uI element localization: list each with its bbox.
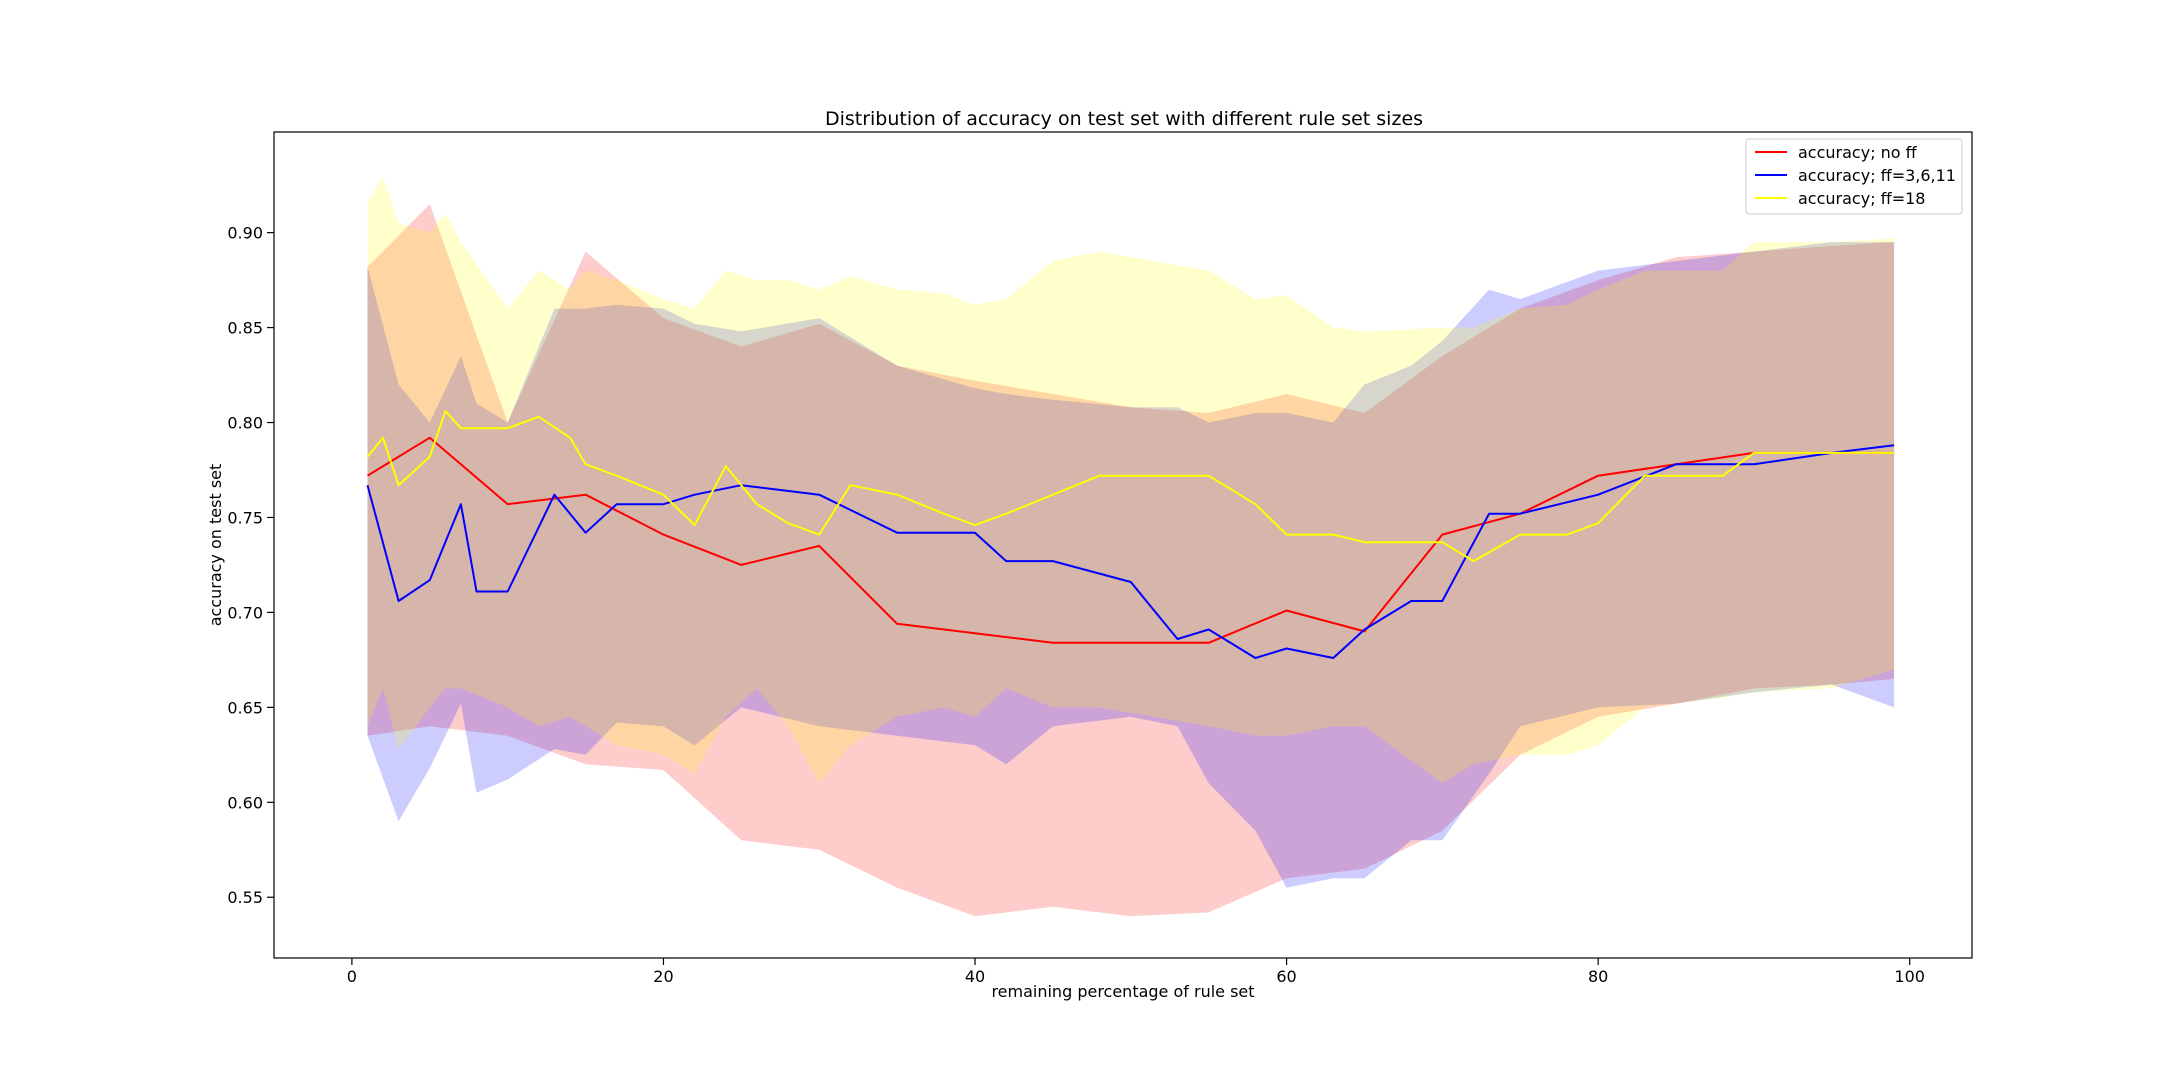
legend: accuracy; no ff accuracy; ff=3,6,11 accura… xyxy=(1745,138,1963,215)
legend-label-1: accuracy; no ff xyxy=(1798,143,1918,162)
band-series-1 xyxy=(367,204,1895,917)
y-tick-label: 0.55 xyxy=(227,888,263,907)
confidence-bands xyxy=(367,175,1895,917)
y-tick-label: 0.60 xyxy=(227,793,263,812)
y-tick-label: 0.80 xyxy=(227,414,263,433)
y-tick-label: 0.65 xyxy=(227,698,263,717)
x-tick-label: 60 xyxy=(1276,967,1296,986)
legend-label-3: accuracy; ff=18 xyxy=(1798,189,1925,208)
y-tick-label: 0.90 xyxy=(227,224,263,243)
x-tick-label: 0 xyxy=(347,967,357,986)
y-axis: 0.55 0.60 0.65 0.70 0.75 0.80 0.85 0.90 xyxy=(227,224,274,907)
y-tick-label: 0.75 xyxy=(227,508,263,527)
band-series-3 xyxy=(367,175,1895,784)
x-tick-label: 20 xyxy=(653,967,673,986)
x-axis-label: remaining percentage of rule set xyxy=(991,982,1254,1001)
y-tick-label: 0.85 xyxy=(227,319,263,338)
legend-label-2: accuracy; ff=3,6,11 xyxy=(1798,166,1956,185)
y-axis-label: accuracy on test set xyxy=(206,464,225,627)
band-series-2 xyxy=(367,242,1895,888)
line-series-3 xyxy=(366,410,1895,563)
y-tick-label: 0.70 xyxy=(227,603,263,622)
x-tick-label: 80 xyxy=(1588,967,1608,986)
plot-area-frame xyxy=(273,131,1973,959)
legend-box xyxy=(1745,138,1963,215)
series-lines xyxy=(366,410,1895,659)
line-series-2 xyxy=(366,444,1895,659)
chart-title: Distribution of accuracy on test set wit… xyxy=(825,108,1423,130)
x-axis: 0 20 40 60 80 100 xyxy=(347,958,1925,986)
x-tick-label: 100 xyxy=(1894,967,1925,986)
x-tick-label: 40 xyxy=(965,967,985,986)
